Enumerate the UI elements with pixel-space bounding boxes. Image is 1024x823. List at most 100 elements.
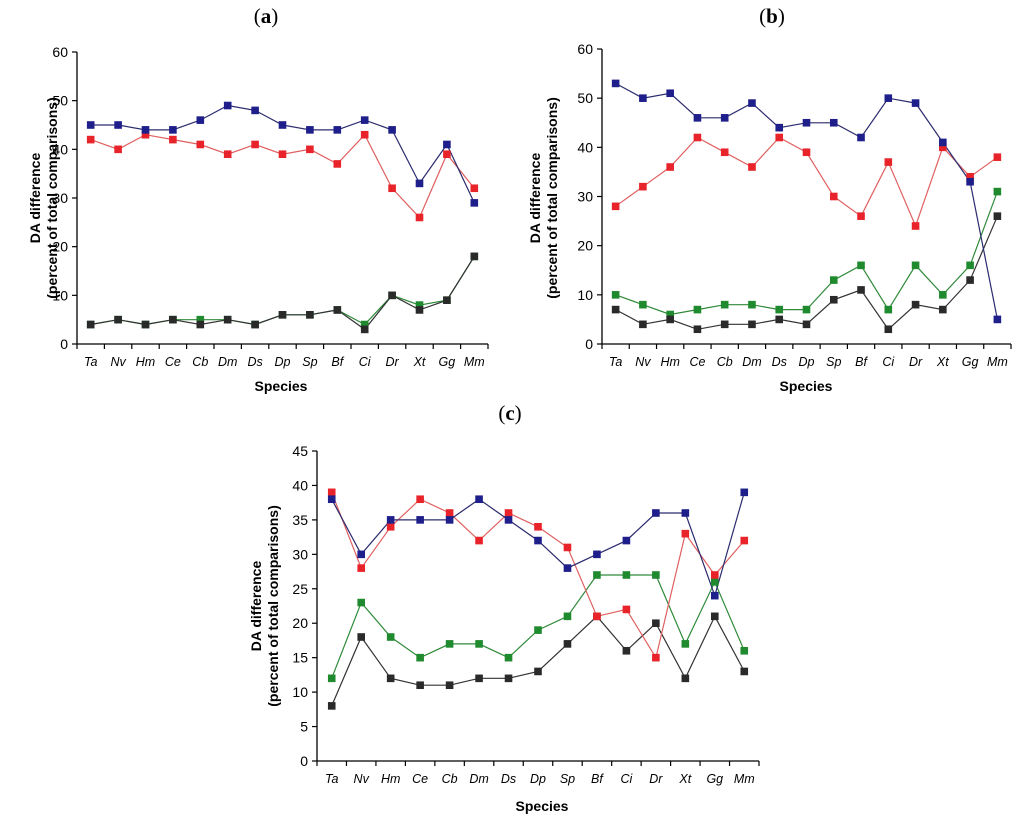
panel-b-y-tick-label: 50 [577, 90, 593, 106]
panel-b-x-tick-label: Hm [660, 355, 679, 369]
panel-b-x-tick-label: Ce [689, 355, 705, 369]
panel-a-series-blue-point [415, 179, 424, 188]
panel-c-series-blue-point [563, 564, 572, 572]
panel-b-series-black-point [666, 315, 674, 324]
panel-c-series-black-point [681, 674, 690, 683]
panel-b-series-blue-point [639, 94, 647, 102]
panel-a-x-tick-label: Cb [192, 355, 208, 369]
panel-b-series-red-point [720, 148, 729, 157]
panel-a-series-black-point [86, 320, 95, 329]
panel-c-series-red-point [445, 509, 454, 517]
panel-a-series-blue-point [470, 199, 479, 207]
panel-c-series-green-point [357, 598, 365, 607]
panel-b-series-blue-point [748, 99, 756, 107]
panel-a-x-tick-label: Sp [302, 355, 317, 369]
panel-a-x-tick-label: Gg [439, 355, 456, 369]
panel-b-series-blue-point [611, 79, 620, 88]
panel-c-series-green-point [740, 646, 749, 655]
panel-b-series-black-point [611, 305, 620, 314]
panel-c-series-blue-point [327, 495, 336, 504]
panel-b-x-tick-label: Gg [962, 355, 979, 369]
panel-c-x-tick-label: Xt [678, 772, 691, 786]
panel-c-series-green-point [416, 653, 424, 662]
panel-c-series-red-point [711, 571, 719, 579]
panel-a-x-tick-label: Dp [275, 355, 291, 369]
panel-c-x-tick-label: Ce [412, 772, 428, 786]
panel-a-series-blue-point [306, 126, 314, 134]
panel-b-x-tick-label: Dm [742, 355, 761, 369]
panel-c-series-blue-point [416, 516, 424, 524]
panel-c-series-red-point [357, 564, 365, 572]
panel-a-series-blue-point [251, 106, 259, 115]
panel-c-series-green-point [327, 674, 336, 683]
panel-a-x-tick-label: Nv [110, 355, 126, 369]
panel-c-series-blue-point [711, 591, 719, 600]
panel-b-series-green-point [666, 310, 674, 319]
panel-a-series-red-point [86, 135, 95, 144]
panel-a-series-red-point [333, 160, 342, 168]
panel-c-x-tick-label: Mm [734, 772, 755, 786]
panel-c-series-green-point [622, 571, 631, 579]
panel-b-series-green-point [775, 305, 784, 314]
panel-c-y-tick-label: 40 [292, 477, 308, 493]
panel-b-series-blue-point [693, 114, 702, 122]
panel-a-x-tick-label: Ci [359, 355, 372, 369]
panel-a-series-red-point [223, 150, 232, 158]
panel-a-series-blue-point [333, 126, 342, 134]
panel-c-series-blue-point [445, 516, 454, 524]
panel-b-series-blue-point [993, 315, 1002, 324]
panel-c-series-green-point [652, 571, 660, 579]
panel-b-series-black-point [748, 320, 756, 329]
panel-a-series-blue-point [278, 121, 287, 129]
panel-a-series-black-point [306, 311, 314, 319]
panel-a-series-red-point [443, 150, 451, 158]
panel-c-series-blue-point [622, 536, 631, 545]
panel-a-series-red-point [196, 140, 205, 149]
panel-a-series-blue-point [388, 126, 396, 134]
panel-b-series-black-point [639, 320, 647, 329]
panel-c-y-tick-label: 20 [292, 615, 308, 631]
panel-a-series-black-point [333, 306, 342, 314]
panel-a-series-blue-point [360, 116, 369, 124]
panel-c-series-black-point [504, 674, 513, 683]
panel-a-x-tick-label: Mm [464, 355, 485, 369]
panel-c-series-red-point [534, 522, 542, 531]
panel-a: (a) DA difference (percent of total comp… [27, 4, 489, 394]
panel-c-series-red-point [563, 543, 572, 552]
panel-b: (b) DA difference (percent of total comp… [527, 4, 1012, 394]
panel-a-series-black-point [196, 320, 205, 329]
panel-c-series-blue-point [740, 488, 749, 497]
panel-c-y-tick-label: 5 [300, 719, 308, 735]
panel-b-series-black-point [993, 212, 1002, 220]
panel-c-series-green-point [534, 626, 542, 634]
panel-b-series-green-point [720, 300, 729, 309]
panel-b-series-black-point [802, 320, 811, 329]
panel-c-series-green-point [593, 571, 601, 579]
panel-b-x-tick-label: Ci [882, 355, 895, 369]
panel-b-series-red-point [993, 153, 1002, 161]
panel-c-x-tick-label: Dm [469, 772, 488, 786]
panel-b-series-green-point [993, 187, 1002, 196]
panel-a-series-black-point [470, 252, 479, 261]
panel-c-ylabel-line1: DA difference [248, 561, 264, 652]
panel-b-y-tick-label: 60 [577, 41, 593, 57]
panel-b-series-red-point [911, 222, 920, 230]
panel-c-x-tick-label: Cb [442, 772, 458, 786]
panel-c-series-green-point [475, 640, 483, 648]
panel-c-series-green-point [563, 612, 572, 621]
panel-a-x-tick-label: Ta [84, 355, 97, 369]
panel-c-series-black-point [445, 681, 454, 690]
panel-a-xlabel: Species [255, 378, 308, 394]
panel-a-series-red-point [470, 184, 479, 193]
panel-a-series-blue-point [196, 116, 205, 124]
panel-a-x-tick-label: Ds [247, 355, 262, 369]
panel-c-series-black-point [740, 667, 749, 676]
panel-b-series-blue-line [615, 82, 998, 320]
panel-c-series-black-point [711, 612, 719, 621]
panel-c-x-tick-label: Dr [649, 772, 663, 786]
panel-b-x-tick-label: Ds [772, 355, 787, 369]
panel-b-series-black-point [911, 300, 920, 309]
panel-c-series-black-point [534, 667, 542, 676]
panel-c-series-black-point [386, 674, 395, 683]
panel-c-series-black-point [327, 702, 336, 710]
